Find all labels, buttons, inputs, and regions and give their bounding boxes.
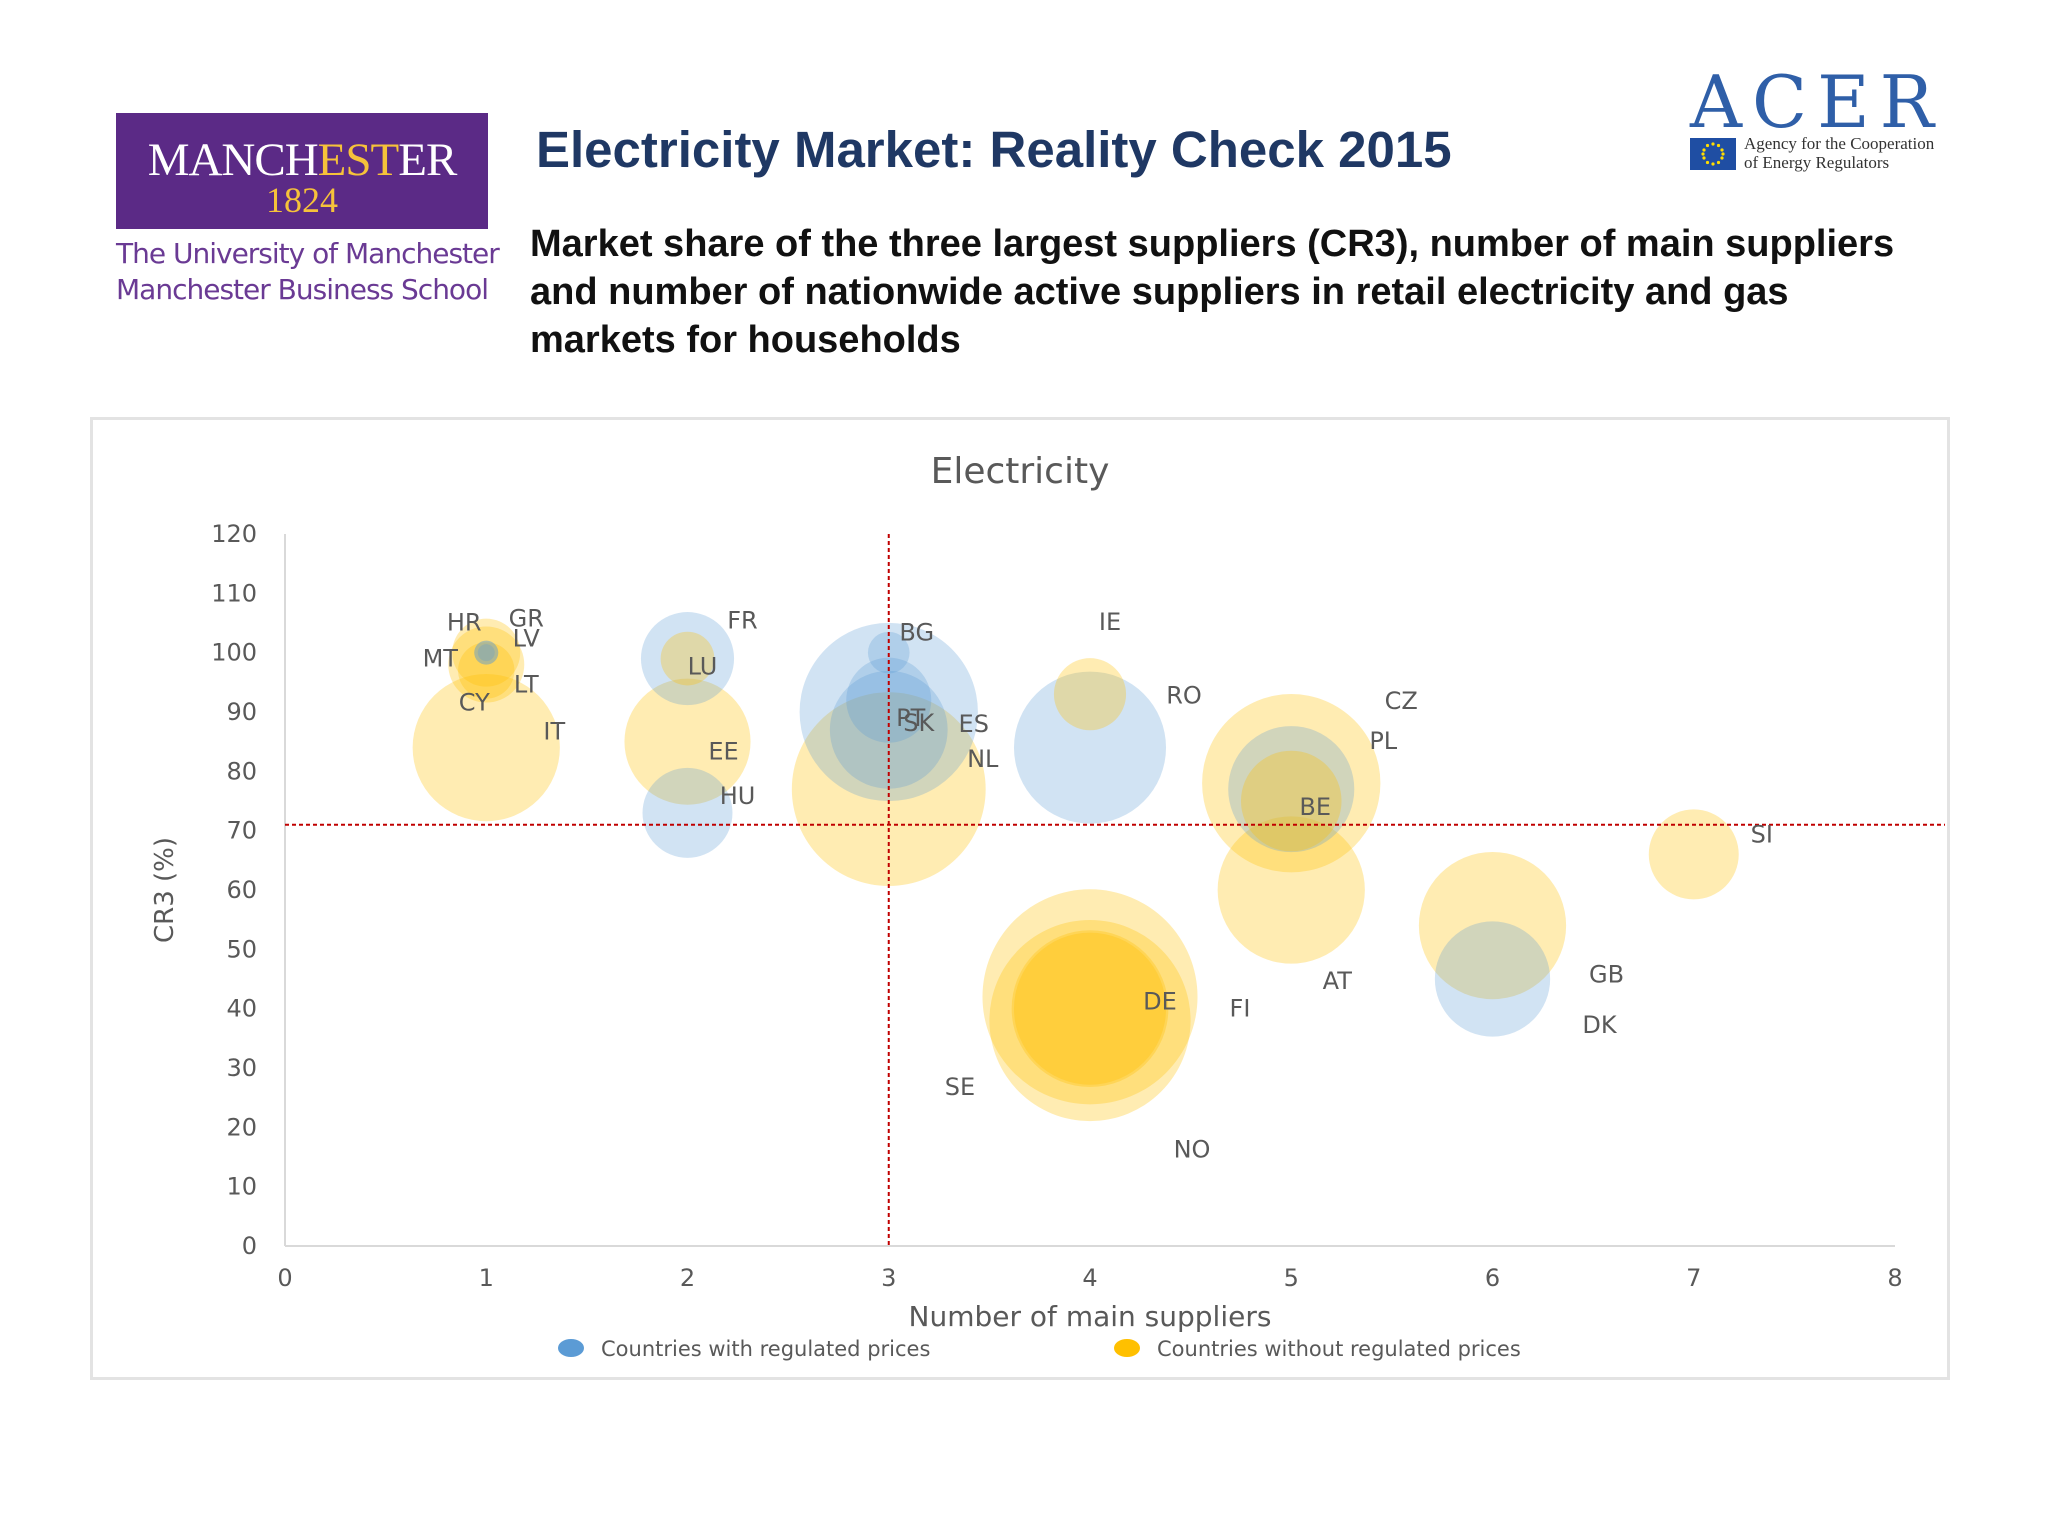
- x-tick-label: 1: [479, 1264, 494, 1292]
- bubble-ie: [1053, 658, 1127, 731]
- y-tick-label: 80: [226, 757, 257, 785]
- bubble-fi: [1013, 932, 1167, 1085]
- data-label-ee: EE: [708, 738, 738, 766]
- x-tick-label: 8: [1887, 1264, 1902, 1292]
- x-axis-label: Number of main suppliers: [909, 1300, 1272, 1333]
- y-tick-label: 20: [226, 1113, 257, 1141]
- y-tick-label: 0: [242, 1232, 257, 1260]
- manchester-year: 1824: [266, 180, 338, 220]
- legend-label-regulated: Countries with regulated prices: [601, 1337, 930, 1361]
- data-label-cy: CY: [459, 688, 490, 716]
- bubble-hr: [474, 640, 499, 665]
- data-label-se: SE: [945, 1073, 975, 1101]
- data-label-fr: FR: [727, 607, 757, 635]
- bubble-cz: [1202, 694, 1381, 873]
- data-label-lv: LV: [513, 625, 541, 653]
- x-tick-label: 4: [1082, 1264, 1097, 1292]
- bubble-gb: [1418, 851, 1567, 1000]
- bubble-lu: [660, 631, 715, 686]
- bubble-hu: [642, 767, 733, 858]
- bubble-ro: [1013, 671, 1167, 824]
- data-label-be: BE: [1299, 793, 1331, 821]
- legend-label-unregulated: Countries without regulated prices: [1157, 1337, 1521, 1361]
- x-tick-label: 5: [1284, 1264, 1299, 1292]
- data-label-gr: GR: [509, 605, 544, 633]
- bubble-it: [412, 673, 560, 822]
- bubble-gr: [452, 618, 521, 687]
- bubble-be: [1240, 750, 1342, 852]
- legend-marker-unregulated: [1114, 1339, 1140, 1357]
- bubble-dk: [1434, 921, 1551, 1037]
- data-label-pl: PL: [1369, 727, 1397, 755]
- acer-logo: ACER Agency for the Cooperation of Energ…: [1688, 66, 1958, 176]
- y-tick-label: 60: [226, 876, 257, 904]
- data-label-cz: CZ: [1385, 687, 1418, 715]
- bubble-se: [982, 889, 1198, 1105]
- bubble-pt: [846, 657, 932, 743]
- bubble-si: [1648, 809, 1739, 900]
- bubble-ee: [624, 678, 751, 805]
- acer-wordmark: ACER: [1690, 60, 1944, 144]
- data-label-nl: NL: [967, 745, 999, 773]
- legend-marker-regulated: [558, 1339, 584, 1357]
- bubble-sk: [829, 670, 948, 789]
- x-tick-label: 2: [680, 1264, 695, 1292]
- y-tick-label: 40: [226, 995, 257, 1023]
- manchester-line2: Manchester Business School: [116, 273, 489, 306]
- y-tick-label: 100: [211, 639, 257, 667]
- x-tick-label: 6: [1485, 1264, 1500, 1292]
- x-tick-label: 0: [277, 1264, 292, 1292]
- bubble-bg: [867, 631, 910, 674]
- bubble-lv: [474, 640, 499, 665]
- page-subtitle: Market share of the three largest suppli…: [530, 223, 1895, 361]
- data-label-it: IT: [543, 718, 565, 746]
- page-title: Electricity Market: Reality Check 2015: [536, 121, 1452, 178]
- data-label-ie: IE: [1099, 608, 1121, 636]
- data-label-si: SI: [1751, 820, 1773, 848]
- data-label-pt: PT: [896, 704, 925, 732]
- acer-tagline: Agency for the Cooperation of Energy Reg…: [1744, 134, 1935, 172]
- data-label-ro: RO: [1166, 682, 1202, 710]
- y-tick-label: 110: [211, 579, 257, 607]
- bubble-mt: [477, 644, 495, 662]
- data-label-gb: GB: [1589, 961, 1624, 989]
- manchester-wordmark: MANCHESTER: [147, 134, 458, 186]
- bubble-no: [989, 919, 1191, 1122]
- bubble-fr: [640, 612, 735, 706]
- data-label-bg: BG: [899, 619, 934, 647]
- y-tick-label: 30: [226, 1054, 257, 1082]
- y-tick-label: 50: [226, 935, 257, 963]
- data-label-mt: MT: [423, 645, 459, 673]
- bubble-pl: [1228, 726, 1355, 853]
- data-label-fi: FI: [1230, 995, 1251, 1023]
- y-tick-label: 120: [211, 520, 257, 548]
- bubble-cy: [458, 642, 515, 699]
- data-label-hr: HR: [447, 609, 482, 637]
- data-label-dk: DK: [1582, 1011, 1617, 1039]
- y-tick-label: 90: [226, 698, 257, 726]
- bubble-de: [1011, 930, 1169, 1088]
- data-label-es: ES: [959, 710, 989, 738]
- data-label-de: DE: [1143, 988, 1177, 1016]
- manchester-subtitle: The University of Manchester Manchester …: [116, 236, 500, 308]
- data-label-hu: HU: [720, 782, 756, 810]
- chart-container: Electricity 0 10 20 30 40 50 60 70 80 90 100 110 120 0…: [90, 417, 1950, 1380]
- data-label-at: AT: [1323, 967, 1353, 995]
- y-tick-label: 70: [226, 817, 257, 845]
- x-tick-label: 3: [881, 1264, 896, 1292]
- bubble-chart: Electricity 0 10 20 30 40 50 60 70 80 90 100 110 120 0…: [150, 451, 1945, 1361]
- data-label-lu: LU: [688, 653, 718, 681]
- y-axis-label: CR3 (%): [150, 837, 180, 943]
- y-tick-label: 10: [226, 1173, 257, 1201]
- x-tick-label: 7: [1686, 1264, 1701, 1292]
- eu-flag-icon: [1690, 138, 1736, 170]
- data-label-no: NO: [1174, 1136, 1211, 1164]
- manchester-logo: MANCHESTER 1824: [116, 113, 488, 229]
- manchester-line1: The University of Manchester: [116, 237, 500, 270]
- chart-title: Electricity: [931, 451, 1110, 492]
- bubble-lt: [448, 626, 525, 703]
- bubble-at: [1217, 816, 1365, 964]
- data-label-lt: LT: [514, 671, 539, 699]
- data-label-sk: SK: [903, 709, 935, 737]
